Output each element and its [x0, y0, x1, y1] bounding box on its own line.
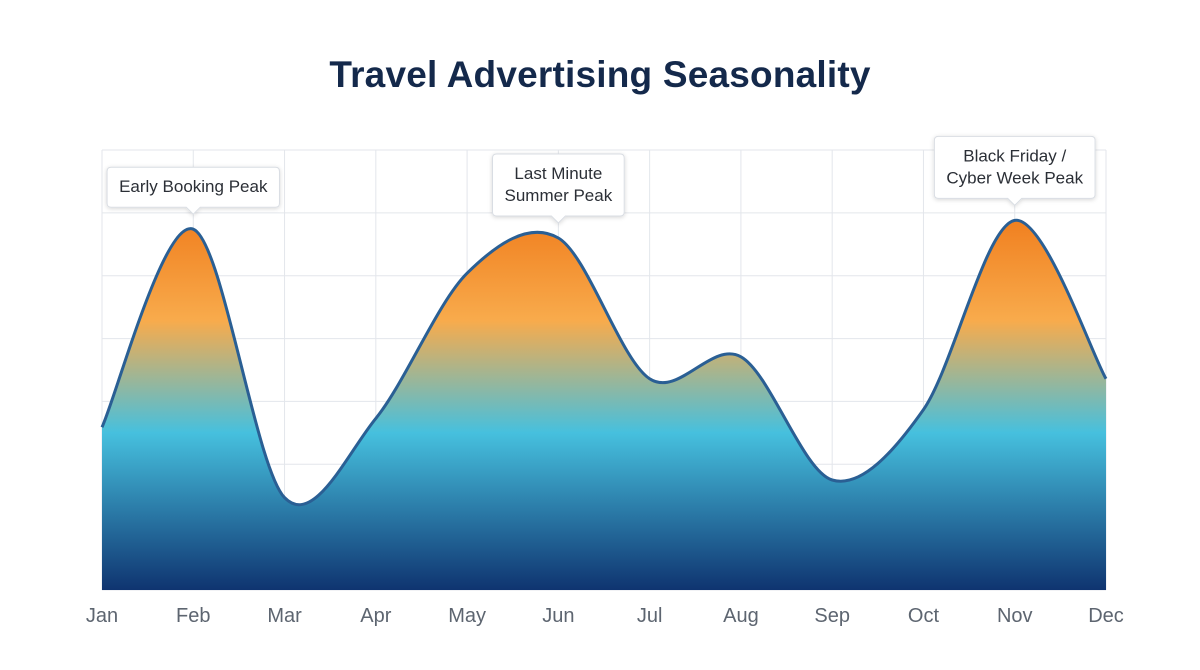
annotation-callout: Early Booking Peak — [106, 166, 280, 215]
x-tick-label: Aug — [723, 605, 759, 627]
area-fill — [102, 220, 1106, 590]
annotation-callout: Black Friday / Cyber Week Peak — [933, 135, 1096, 207]
annotation-label: Last Minute — [514, 164, 602, 183]
chart-title: Travel Advertising Seasonality — [329, 54, 871, 95]
annotation-label: Black Friday / — [963, 146, 1066, 165]
x-tick-label: Oct — [908, 605, 940, 627]
annotation-box — [492, 153, 625, 224]
x-tick-label: Jul — [637, 605, 663, 627]
x-tick-label: Jan — [86, 605, 118, 627]
series-line — [100, 218, 1108, 507]
annotation-label: Summer Peak — [505, 186, 613, 205]
x-tick-label: Feb — [176, 605, 210, 627]
x-tick-label: May — [448, 605, 486, 627]
annotation-box — [933, 135, 1096, 207]
annotation-label: Early Booking Peak — [119, 177, 268, 196]
x-tick-label: Jun — [542, 605, 574, 627]
annotation-callout: Last Minute Summer Peak — [492, 153, 625, 224]
x-tick-label: Apr — [360, 605, 391, 627]
x-tick-label: Sep — [814, 605, 850, 627]
x-tick-label: Nov — [997, 605, 1033, 627]
annotations: Early Booking Peak Last Minute Summer Peak… — [106, 135, 1096, 224]
annotation-label: Cyber Week Peak — [946, 168, 1083, 187]
x-tick-label: Dec — [1088, 605, 1124, 627]
x-axis: Jan Feb Mar Apr May Jun Jul Aug Sep Oct Nov Dec — [86, 605, 1124, 627]
x-tick-label: Mar — [267, 605, 302, 627]
annotation-box — [106, 166, 280, 215]
